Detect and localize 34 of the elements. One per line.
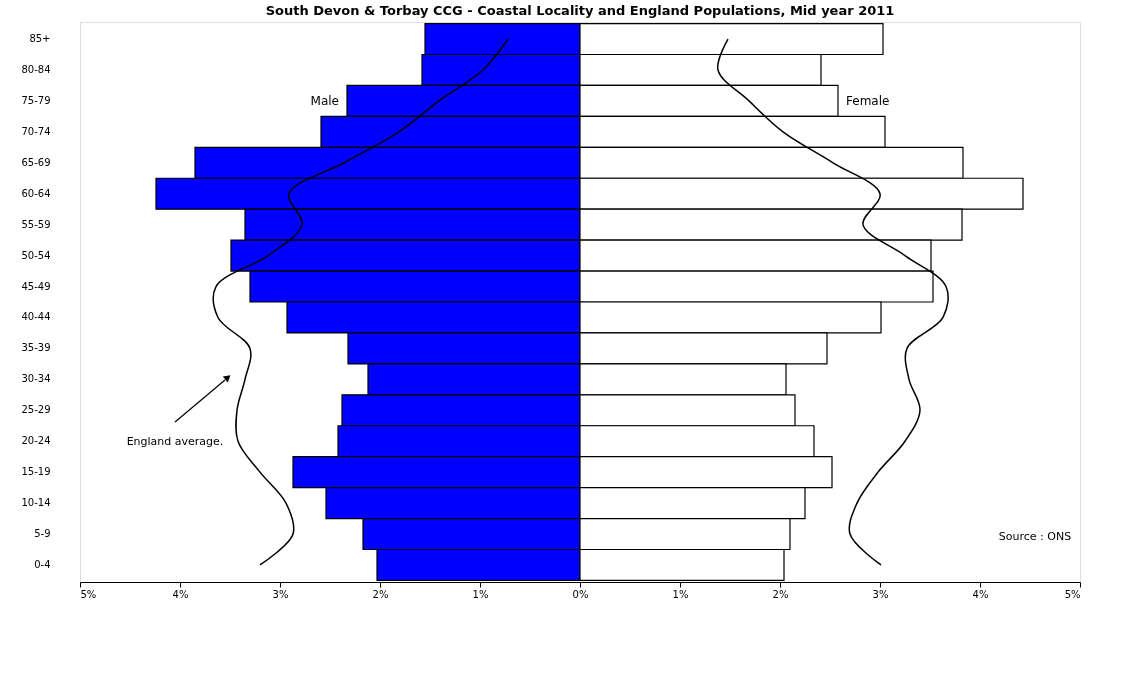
y-tick-label: 55-59 xyxy=(21,218,51,230)
x-tick-label: 0% xyxy=(572,588,589,600)
y-tick-label: 25-29 xyxy=(21,404,51,416)
y-tick-label: 10-14 xyxy=(21,497,51,509)
x-tick-label: 5% xyxy=(80,588,97,600)
x-tick-label: 4% xyxy=(972,588,989,600)
x-tick-label: 2% xyxy=(772,588,789,600)
x-tick-label: 2% xyxy=(372,588,389,600)
y-tick-label: 85+ xyxy=(29,33,51,45)
annotation: Source : ONS xyxy=(998,530,1072,543)
y-tick-label: 60-64 xyxy=(21,187,51,199)
x-tick-label: 1% xyxy=(672,588,689,600)
y-tick-label: 70-74 xyxy=(21,125,51,137)
y-tick-label: 15-19 xyxy=(21,466,51,478)
x-tick-label: 5% xyxy=(1064,588,1081,600)
x-tick-label: 3% xyxy=(272,588,289,600)
y-tick-label: 20-24 xyxy=(21,435,51,447)
y-tick-label: 40-44 xyxy=(21,311,51,323)
series-label: Male xyxy=(310,93,339,108)
y-tick-label: 45-49 xyxy=(21,280,51,292)
x-tick-label: 4% xyxy=(172,588,189,600)
y-tick-label: 50-54 xyxy=(21,249,51,261)
annotation: England average. xyxy=(126,435,224,448)
y-tick-label: 30-34 xyxy=(21,373,51,385)
x-tick-label: 1% xyxy=(472,588,489,600)
y-tick-label: 35-39 xyxy=(21,342,51,354)
x-tick-label: 3% xyxy=(872,588,889,600)
y-tick-label: 65-69 xyxy=(21,156,51,168)
y-tick-label: 75-79 xyxy=(21,94,51,106)
y-tick-label: 5-9 xyxy=(34,528,51,540)
y-tick-label: 80-84 xyxy=(21,63,51,75)
series-label: Female xyxy=(846,93,890,108)
chart-title: South Devon & Torbay CCG - Coastal Locality and England Populations, Mid year 2011 xyxy=(265,3,895,18)
y-tick-label: 0-4 xyxy=(34,558,51,570)
